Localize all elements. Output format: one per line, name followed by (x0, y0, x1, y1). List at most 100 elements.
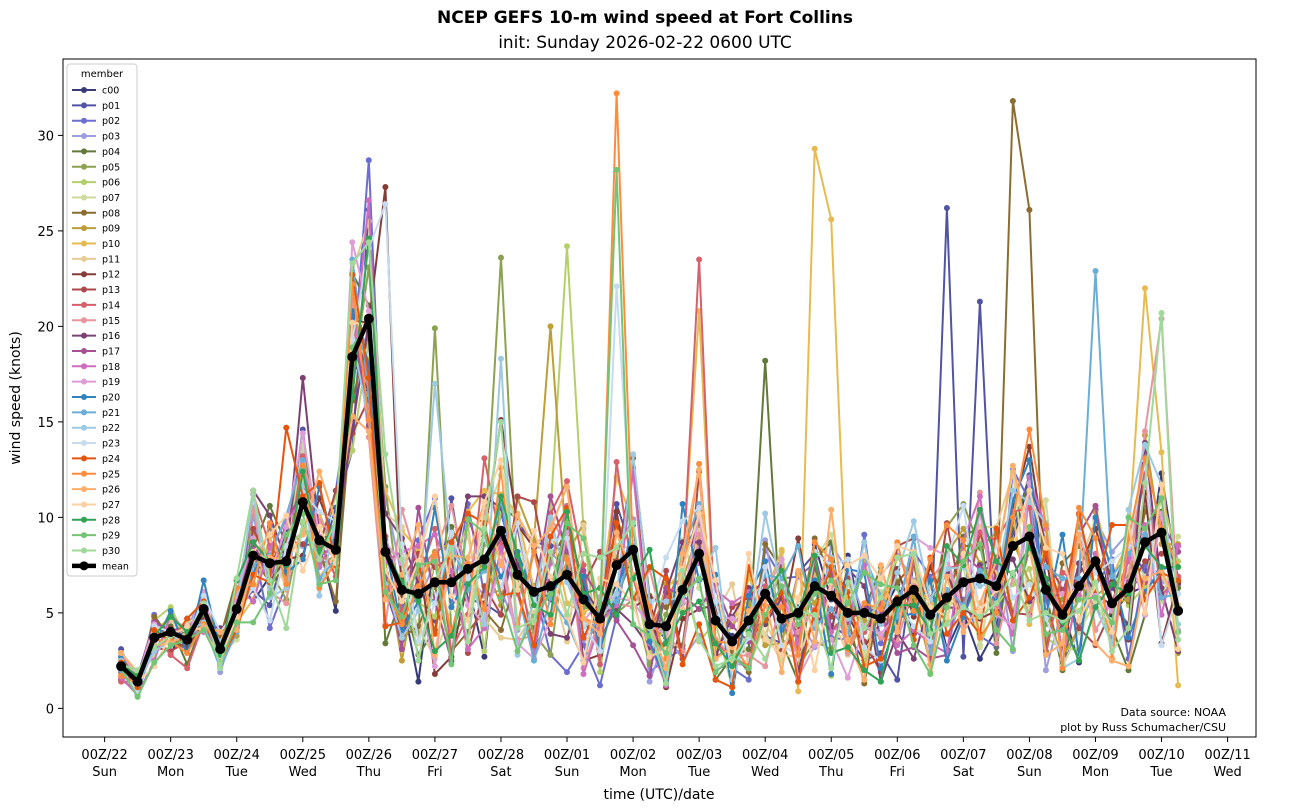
data-point (481, 455, 488, 462)
data-point (580, 535, 587, 542)
data-point (580, 634, 587, 641)
data-point (1059, 575, 1066, 582)
x-axis-label: time (UTC)/date (603, 787, 714, 803)
legend-item-p10: p10 (72, 239, 120, 250)
data-point (299, 468, 306, 475)
data-point (365, 157, 372, 164)
data-point (828, 216, 835, 223)
data-point (861, 676, 868, 683)
mean-point (776, 613, 787, 624)
data-point (1142, 525, 1148, 532)
data-point (547, 573, 554, 580)
data-point (431, 493, 438, 500)
x-tick-weekday: Wed (289, 765, 317, 780)
data-point (431, 550, 438, 557)
mean-point (281, 556, 292, 567)
data-point (828, 665, 835, 672)
data-point (943, 604, 950, 611)
mean-point (925, 609, 936, 620)
x-tick-weekday: Sun (92, 765, 117, 780)
data-point (646, 678, 653, 685)
data-point (1009, 556, 1016, 563)
data-point (828, 629, 835, 635)
data-point (828, 606, 835, 612)
data-point (398, 598, 405, 605)
legend-label: p18 (102, 362, 120, 373)
data-point (580, 615, 587, 622)
data-point (729, 581, 736, 588)
data-point (1175, 577, 1182, 584)
data-point (382, 588, 389, 595)
data-point (729, 690, 736, 697)
data-point (1158, 449, 1165, 456)
data-point (960, 550, 967, 557)
data-point (795, 678, 802, 685)
data-point (1109, 581, 1115, 588)
legend-marker (81, 163, 87, 170)
legend-item-mean: mean (72, 561, 129, 572)
legend-item-p27: p27 (72, 500, 120, 511)
data-point (415, 638, 422, 645)
data-point (283, 581, 290, 588)
legend-marker (81, 516, 87, 523)
data-point (464, 516, 471, 523)
data-point (398, 646, 405, 653)
data-point (1009, 623, 1016, 630)
mean-point (248, 550, 259, 561)
data-point (976, 529, 983, 536)
data-point (398, 634, 405, 641)
legend-item-p12: p12 (72, 270, 120, 281)
data-point (498, 493, 504, 500)
data-point (729, 655, 736, 662)
x-tick-label: 00Z/02 (610, 748, 656, 763)
data-point (498, 544, 504, 551)
data-point (316, 480, 323, 486)
data-point (464, 575, 471, 582)
data-point (531, 617, 537, 624)
data-point (877, 630, 884, 637)
data-point (1042, 497, 1049, 504)
data-point (745, 592, 752, 599)
data-source-annotation: Data source: NOAA plot by Russ Schumache… (1060, 706, 1226, 734)
data-point (1009, 646, 1016, 653)
legend-item-p08: p08 (72, 208, 120, 219)
mean-point (941, 592, 952, 603)
legend-label: mean (102, 561, 129, 572)
data-point (415, 562, 422, 569)
mean-point (958, 577, 969, 588)
mean-point (842, 607, 853, 618)
data-point (613, 520, 620, 527)
data-point (993, 558, 1000, 565)
data-point (580, 550, 587, 557)
data-point (877, 581, 884, 588)
y-axis: 0 5 10 15 20 25 30 (37, 129, 63, 717)
data-point (547, 548, 554, 555)
data-point (299, 430, 306, 437)
mean-series (116, 313, 1184, 687)
data-point (696, 598, 703, 605)
data-point (580, 659, 587, 666)
data-point (943, 621, 950, 628)
mean-point (793, 607, 804, 618)
x-tick-label: 00Z/04 (742, 748, 788, 763)
data-point (1175, 564, 1182, 570)
mean-point (1024, 531, 1035, 542)
legend-box (66, 63, 138, 577)
plot-frame (62, 58, 1257, 738)
data-point (415, 583, 422, 590)
legend-item-p04: p04 (72, 147, 120, 158)
data-point (266, 602, 273, 609)
data-point (613, 459, 620, 465)
data-point (1109, 648, 1115, 655)
data-point (811, 638, 818, 645)
data-point (481, 606, 488, 612)
data-point (960, 629, 967, 635)
data-point (365, 239, 372, 246)
data-point (1042, 564, 1049, 570)
data-point (398, 657, 405, 664)
legend-item-p01: p01 (72, 101, 120, 112)
data-point (1059, 590, 1066, 597)
legend-label: p02 (102, 116, 120, 127)
data-point (729, 615, 736, 622)
legend-title: member (81, 69, 124, 80)
